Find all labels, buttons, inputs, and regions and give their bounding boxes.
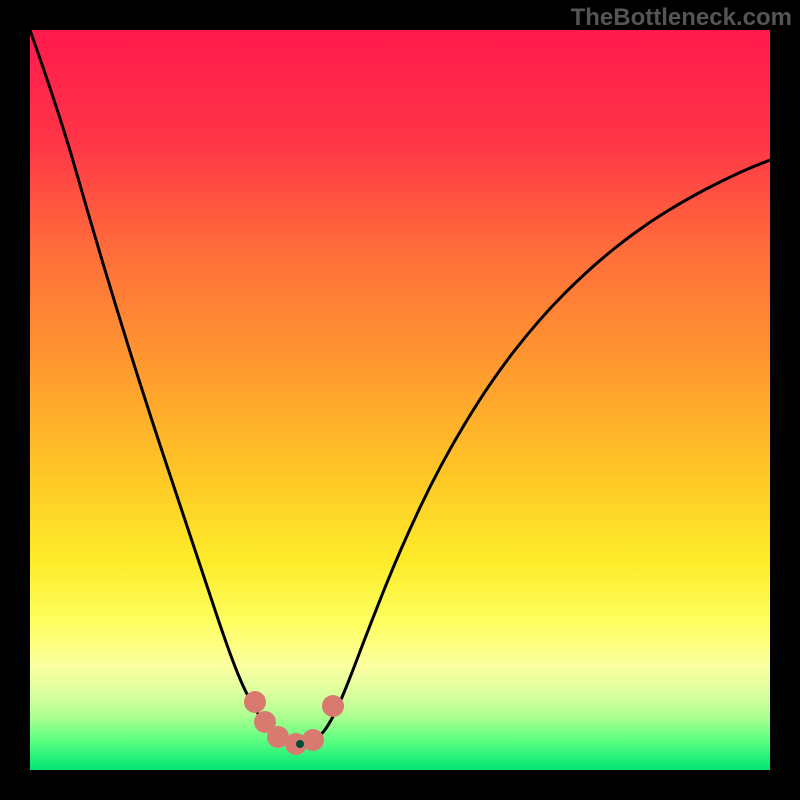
valley-dot bbox=[322, 695, 344, 717]
bottleneck-chart bbox=[0, 0, 800, 800]
plot-background bbox=[30, 30, 770, 770]
valley-dot bbox=[244, 691, 266, 713]
chart-container: TheBottleneck.com bbox=[0, 0, 800, 800]
valley-dot bbox=[302, 729, 324, 751]
watermark-text: TheBottleneck.com bbox=[571, 4, 792, 32]
valley-center-marker bbox=[296, 740, 304, 748]
